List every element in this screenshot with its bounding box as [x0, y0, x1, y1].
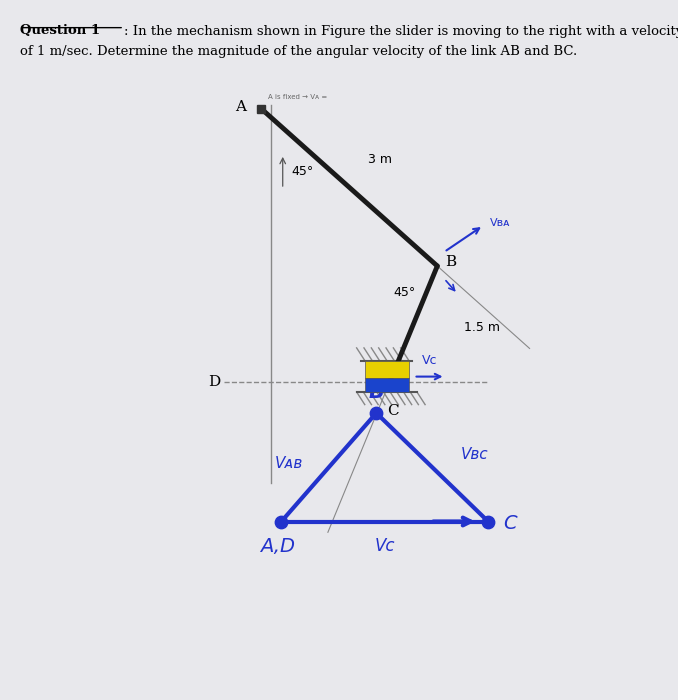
Text: A is fixed → Vᴀ =: A is fixed → Vᴀ = [268, 94, 327, 100]
Text: 45°: 45° [292, 165, 314, 178]
Text: B: B [368, 382, 384, 402]
Text: 45°: 45° [393, 286, 416, 299]
Text: : In the mechanism shown in Figure the slider is moving to the right with a velo: : In the mechanism shown in Figure the s… [124, 25, 678, 38]
Point [276, 516, 287, 527]
Text: C: C [387, 404, 399, 418]
Bar [365, 378, 409, 392]
Text: Vʙᴀ: Vʙᴀ [490, 218, 511, 228]
Point [483, 516, 494, 527]
Text: 1.5 m: 1.5 m [464, 321, 500, 334]
Text: of 1 m/sec. Determine the magnitude of the angular velocity of the link AB and B: of 1 m/sec. Determine the magnitude of t… [20, 46, 578, 59]
Point [371, 407, 382, 419]
Text: Vʙᴄ: Vʙᴄ [461, 447, 488, 462]
Text: D: D [208, 374, 220, 388]
Text: 3 m: 3 m [367, 153, 392, 166]
Text: Vc: Vc [422, 354, 437, 367]
Text: Vᴀʙ: Vᴀʙ [275, 456, 303, 471]
Text: A,D: A,D [260, 537, 296, 556]
Text: C: C [503, 514, 517, 533]
Text: Vᴄ: Vᴄ [374, 537, 395, 555]
Bar [365, 360, 409, 378]
Text: Question 1: Question 1 [20, 25, 100, 38]
Text: A: A [235, 100, 246, 114]
Text: B: B [445, 256, 456, 270]
